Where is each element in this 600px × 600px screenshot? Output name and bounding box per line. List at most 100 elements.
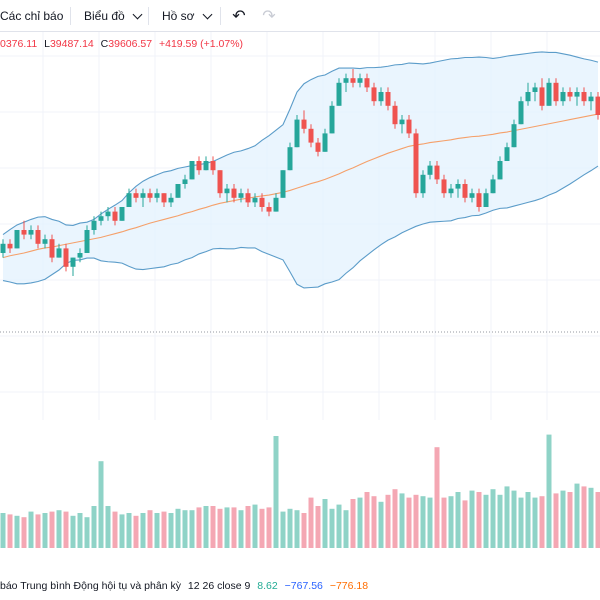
volume-bar [189,510,195,548]
volume-bar [217,508,223,548]
candle-body [588,96,594,102]
volume-bar [119,514,125,548]
candle-body [539,87,545,106]
price-chart[interactable] [0,32,600,420]
bollinger-upper-line [2,51,599,236]
volume-bar [560,490,566,548]
redo-button[interactable]: ↷ [256,0,282,32]
bollinger-fill [3,51,598,288]
candle-body [399,119,405,125]
charts-menu[interactable]: Biểu đồ [84,0,143,32]
candle-body [301,119,307,129]
volume-bar [273,436,279,548]
candle-body [434,165,440,180]
volume-bar [385,494,391,548]
chevron-down-icon [132,9,143,19]
candle-body [203,161,209,171]
candle-body [168,197,174,203]
candle-body [364,78,370,88]
candle-body [581,92,587,102]
candle-body [28,230,34,235]
volume-bar [455,492,461,548]
volume-bar [77,513,83,548]
volume-bar [238,510,244,548]
bollinger-lower-line [2,165,599,289]
undo-button[interactable]: ↶ [226,0,252,32]
indicators-menu[interactable]: Các chỉ báo [0,0,63,32]
candle-body [413,133,419,194]
volume-chart[interactable] [0,420,600,550]
volume-bar [371,496,377,548]
volume-bar [98,461,104,548]
profile-menu[interactable]: Hồ sơ [162,0,212,32]
volume-bar [126,513,132,548]
toolbar-divider [148,7,149,25]
candle-body [392,105,398,125]
candle-body [343,78,349,83]
volume-bar [7,514,13,548]
volume-bar [525,492,531,548]
candle-body [336,82,342,106]
candle-body [161,193,167,203]
chevron-down-icon [202,9,212,19]
candle-body [105,211,111,217]
volume-bar [595,492,600,548]
candle-body [196,161,202,171]
candle-body [553,82,559,102]
candle-body [140,193,146,198]
candle-body [455,184,461,189]
candle-body [420,174,426,194]
macd-value-1: 8.62 [257,580,278,592]
volume-bar [567,492,573,548]
candle-body [217,170,223,194]
volume-bar [364,492,370,548]
redo-icon: ↷ [262,8,276,25]
volume-bar [49,511,55,548]
macd-value-2: −767.56 [284,580,323,592]
volume-bar [168,513,174,548]
candle-body [322,133,328,152]
candle-body [497,161,503,180]
candle-body [21,230,27,235]
volume-bar [329,508,335,548]
volume-bar [420,496,426,548]
candle-body [532,87,538,92]
volume-bar [518,497,524,548]
candle-body [182,179,188,184]
candle-body [595,96,600,115]
candle-body [266,207,272,212]
volume-bar [483,494,489,548]
bollinger-basis-line [2,113,599,259]
volume-bar [462,500,468,548]
volume-bar [14,515,20,548]
volume-bar [581,486,587,548]
candle-body [259,197,265,207]
charts-label: Biểu đồ [84,9,125,23]
open-value: 0376.11 [0,38,38,50]
candle-body [49,239,55,258]
macd-legend: báo Trung bình Động hội tụ và phân kỳ 12… [0,580,368,592]
candle-body [91,220,97,230]
candle-body [469,193,475,198]
toolbar-divider [220,7,221,25]
volume-bar [469,490,475,548]
volume-bar [504,486,510,548]
candle-body [77,253,83,258]
candle-body [175,184,181,198]
volume-bar [441,497,447,548]
close-value: 39606.57 [108,38,153,50]
volume-bar [532,497,538,548]
volume-bar [259,508,265,548]
candle-body [35,230,41,244]
candle-body [70,257,76,267]
volume-bar [42,513,48,548]
candle-body [126,193,132,207]
volume-bar [91,506,97,548]
candle-body [560,92,566,102]
volume-bar [336,504,342,548]
candle-body [14,230,20,249]
volume-bar [294,510,300,548]
volume-bar [112,511,118,548]
candle-body [119,207,125,221]
candle-body [385,92,391,106]
